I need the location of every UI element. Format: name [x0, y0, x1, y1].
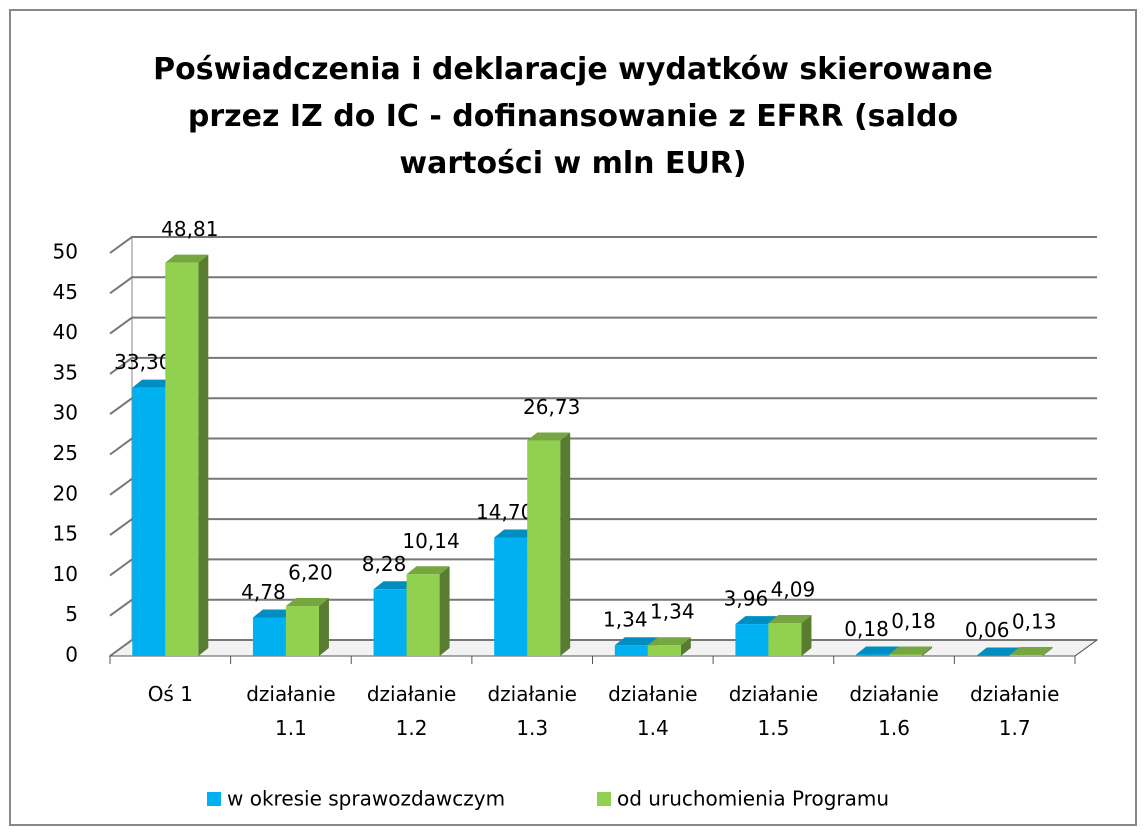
x-tick-label: działanie 1.7 — [970, 682, 1059, 740]
data-label: 8,28 — [362, 552, 407, 576]
data-label: 1,34 — [603, 608, 648, 632]
data-label: 33,30 — [114, 350, 171, 374]
bar-top — [976, 647, 1020, 656]
bar-front — [132, 387, 166, 656]
x-tick-label: działanie 1.3 — [487, 682, 576, 740]
data-label: 4,78 — [241, 580, 286, 604]
bar-front — [373, 589, 407, 656]
legend-label: w okresie sprawozdawczym — [227, 787, 505, 811]
y-tick-label: 30 — [53, 401, 78, 425]
bar-side — [922, 646, 933, 656]
data-label: 0,18 — [891, 609, 936, 633]
bar — [406, 566, 450, 656]
data-label: 26,73 — [523, 395, 580, 419]
bar-side — [560, 432, 571, 656]
bar-top — [1009, 646, 1053, 655]
bar-side — [318, 598, 329, 656]
bar-front — [252, 617, 286, 656]
grid-line — [109, 558, 1097, 577]
y-tick-label: 40 — [53, 320, 78, 344]
bar-side — [1042, 646, 1053, 656]
bar-top — [889, 646, 933, 655]
y-tick-label: 10 — [53, 562, 78, 586]
bar-top — [527, 432, 571, 441]
bar-front — [856, 654, 890, 656]
bar-front — [406, 574, 440, 656]
data-label: 0,06 — [965, 618, 1010, 642]
bar-front — [494, 537, 528, 656]
bar-top — [647, 637, 691, 646]
bar-top — [285, 598, 329, 607]
grid-line — [109, 477, 1097, 496]
grid-line — [109, 518, 1097, 536]
data-label: 0,18 — [844, 617, 889, 641]
y-tick-label: 45 — [53, 280, 78, 304]
bar-top — [735, 616, 779, 625]
bar-front — [735, 624, 769, 656]
bar — [527, 432, 571, 656]
bar-top — [132, 379, 176, 388]
y-tick-label: 50 — [53, 240, 78, 264]
bar-front — [285, 606, 319, 656]
data-label: 1,34 — [650, 600, 695, 624]
data-label: 3,96 — [724, 587, 769, 611]
bar-side — [198, 254, 209, 656]
bar-front — [647, 645, 681, 656]
grid-line — [109, 356, 1097, 375]
bar-front — [614, 645, 648, 656]
data-label: 48,81 — [161, 217, 218, 241]
bar-side — [680, 637, 691, 656]
grid-line — [109, 236, 1097, 254]
data-label: 0,13 — [1012, 609, 1057, 633]
bar-side — [801, 615, 812, 656]
data-label: 14,70 — [476, 500, 533, 524]
bar-top — [768, 615, 812, 624]
bar-top — [614, 637, 658, 646]
bar — [1009, 646, 1053, 656]
bar-front — [768, 623, 802, 656]
bar-top — [165, 254, 209, 263]
bar-front — [527, 440, 561, 656]
bar-front — [165, 262, 199, 656]
bar — [768, 615, 812, 656]
bar-top — [406, 566, 450, 575]
x-tick-label: działanie 1.5 — [729, 682, 818, 740]
y-tick-label: 35 — [53, 360, 78, 384]
legend-label: od uruchomienia Programu — [617, 787, 889, 811]
bar-front — [1009, 654, 1043, 656]
grid-line — [109, 316, 1097, 335]
chart-title: Poświadczenia i deklaracje wydatków skie… — [153, 52, 993, 181]
data-label: 10,14 — [402, 529, 459, 553]
grid-line — [109, 598, 1097, 617]
grid-line — [109, 397, 1097, 416]
x-tick-label: działanie 1.1 — [246, 682, 335, 740]
bar-top — [856, 646, 900, 655]
bar — [165, 254, 209, 656]
x-tick-label: działanie 1.6 — [849, 682, 938, 740]
bar-top — [252, 609, 296, 618]
data-label: 6,20 — [288, 561, 333, 585]
bar — [889, 646, 933, 656]
legend-swatch — [207, 792, 221, 806]
y-tick-label: 0 — [65, 643, 78, 667]
y-tick-label: 15 — [53, 522, 78, 546]
x-tick-label: działanie 1.4 — [608, 682, 697, 740]
y-tick-label: 20 — [53, 481, 78, 505]
x-tick-label: Oś 1 — [148, 682, 193, 706]
legend-swatch — [597, 792, 611, 806]
bar-front — [889, 654, 923, 656]
grid-line — [109, 276, 1097, 295]
grid-line — [109, 437, 1097, 456]
bar-top — [373, 581, 417, 590]
y-tick-label: 25 — [53, 441, 78, 465]
x-tick-label: działanie 1.2 — [367, 682, 456, 740]
bar — [285, 598, 329, 656]
bar-top — [494, 529, 538, 538]
y-tick-label: 5 — [65, 602, 78, 626]
axis-line — [1074, 639, 1098, 657]
data-label: 4,09 — [771, 578, 816, 602]
bar — [647, 637, 691, 656]
bar-side — [439, 566, 450, 656]
